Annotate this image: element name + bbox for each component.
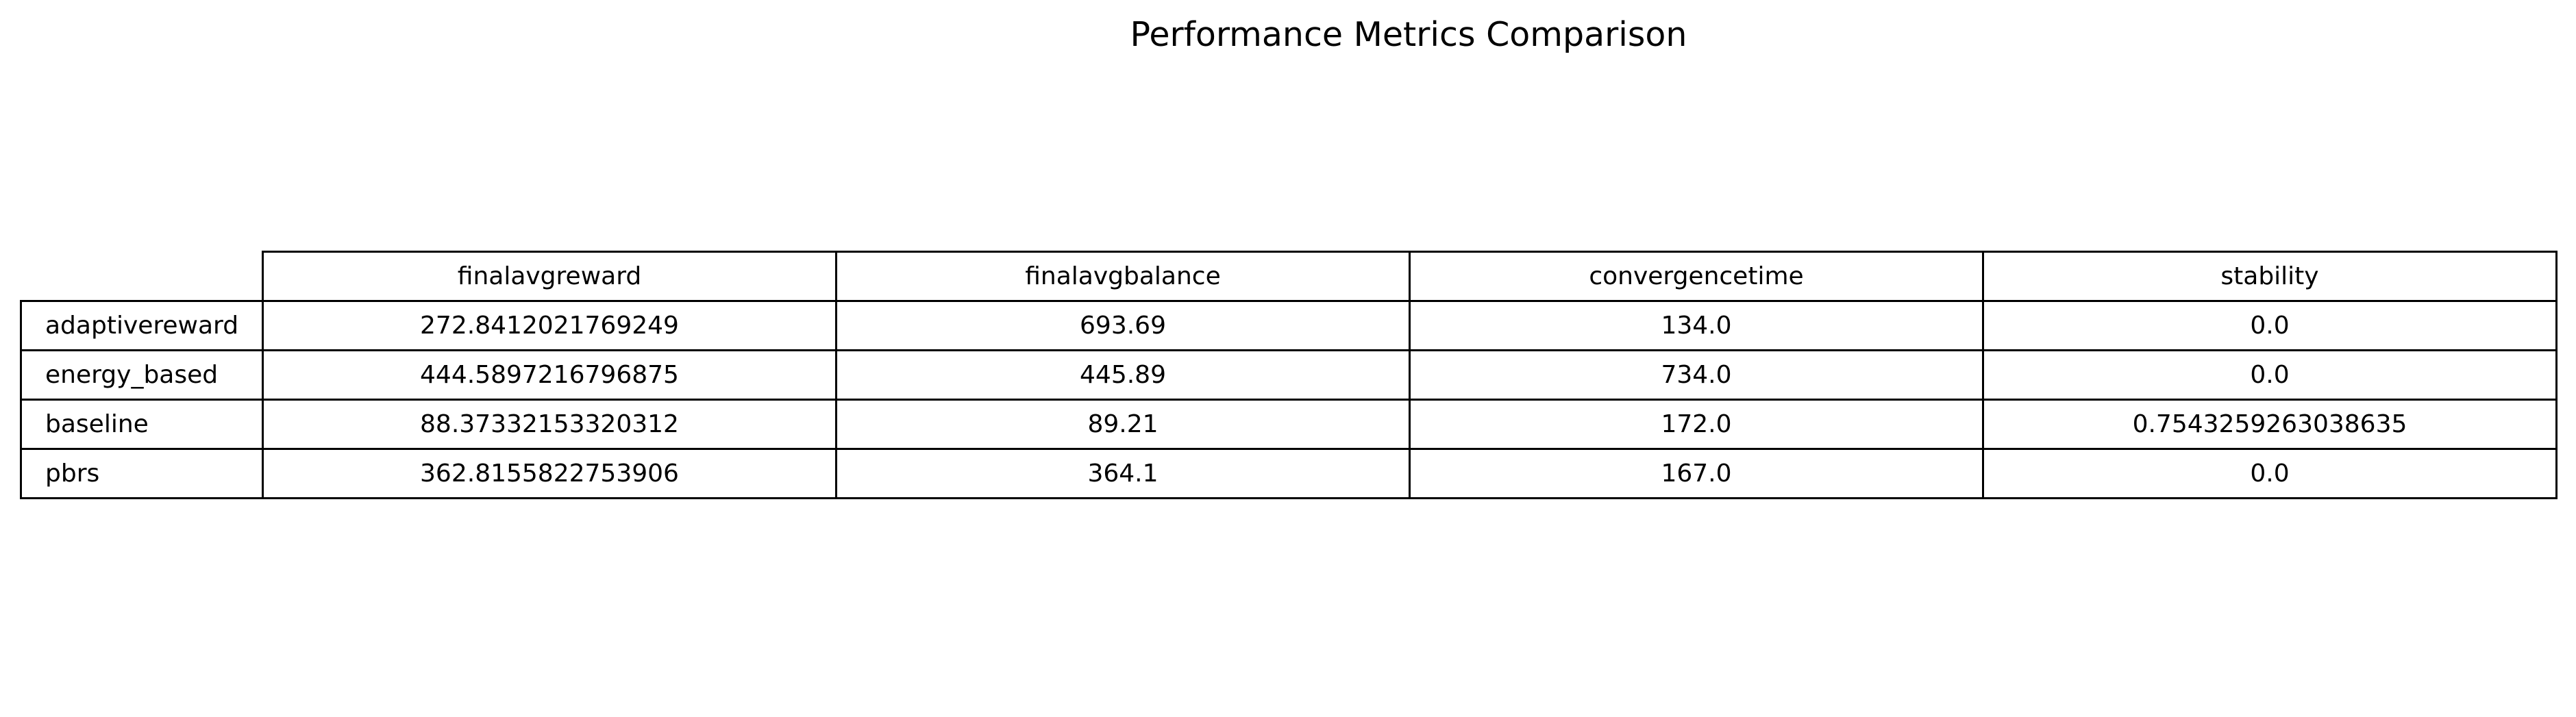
table-row: baseline 88.37332153320312 89.21 172.0 0… [20, 399, 2558, 450]
row-label: pbrs [20, 448, 264, 499]
table-cell: 134.0 [1409, 300, 1984, 351]
table-cell: 0.0 [1982, 448, 2558, 499]
table-cell: 364.1 [835, 448, 1411, 499]
metrics-table: finalavgreward finalavgbalance convergen… [20, 251, 2558, 499]
corner-cell [21, 251, 264, 302]
table-cell: 89.21 [835, 399, 1411, 450]
table-row: adaptivereward 272.8412021769249 693.69 … [20, 300, 2558, 351]
row-label: adaptivereward [20, 300, 264, 351]
table-cell: 734.0 [1409, 349, 1984, 401]
table-cell: 0.7543259263038635 [1982, 399, 2558, 450]
column-header-finalavgreward: finalavgreward [262, 251, 837, 302]
column-header-finalavgbalance: finalavgbalance [835, 251, 1411, 302]
header-row: finalavgreward finalavgbalance convergen… [21, 251, 2558, 302]
table-cell: 172.0 [1409, 399, 1984, 450]
table-cell: 0.0 [1982, 349, 2558, 401]
column-header-stability: stability [1982, 251, 2558, 302]
table-cell: 362.8155822753906 [262, 448, 837, 499]
table-row: pbrs 362.8155822753906 364.1 167.0 0.0 [20, 448, 2558, 499]
table-cell: 693.69 [835, 300, 1411, 351]
column-header-convergencetime: convergencetime [1409, 251, 1984, 302]
table-cell: 88.37332153320312 [262, 399, 837, 450]
chart-title: Performance Metrics Comparison [1130, 15, 1687, 54]
row-label: baseline [20, 399, 264, 450]
table-cell: 0.0 [1982, 300, 2558, 351]
table-cell: 445.89 [835, 349, 1411, 401]
table-cell: 272.8412021769249 [262, 300, 837, 351]
table-cell: 167.0 [1409, 448, 1984, 499]
row-label: energy_based [20, 349, 264, 401]
table-row: energy_based 444.5897216796875 445.89 73… [20, 349, 2558, 401]
table-cell: 444.5897216796875 [262, 349, 837, 401]
